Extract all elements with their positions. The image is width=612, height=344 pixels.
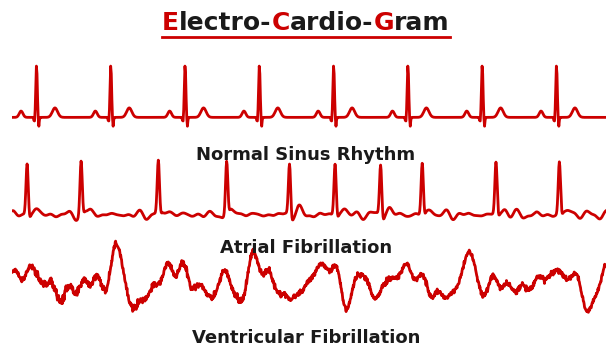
Text: ardio-: ardio- xyxy=(290,11,373,35)
Text: C: C xyxy=(272,11,290,35)
Text: ram: ram xyxy=(394,11,450,35)
Text: Atrial Fibrillation: Atrial Fibrillation xyxy=(220,239,392,257)
Text: Normal Sinus Rhythm: Normal Sinus Rhythm xyxy=(196,146,416,164)
Text: Ventricular Fibrillation: Ventricular Fibrillation xyxy=(192,329,420,344)
Text: G: G xyxy=(373,11,394,35)
Text: lectro-: lectro- xyxy=(179,11,272,35)
Text: E: E xyxy=(162,11,179,35)
